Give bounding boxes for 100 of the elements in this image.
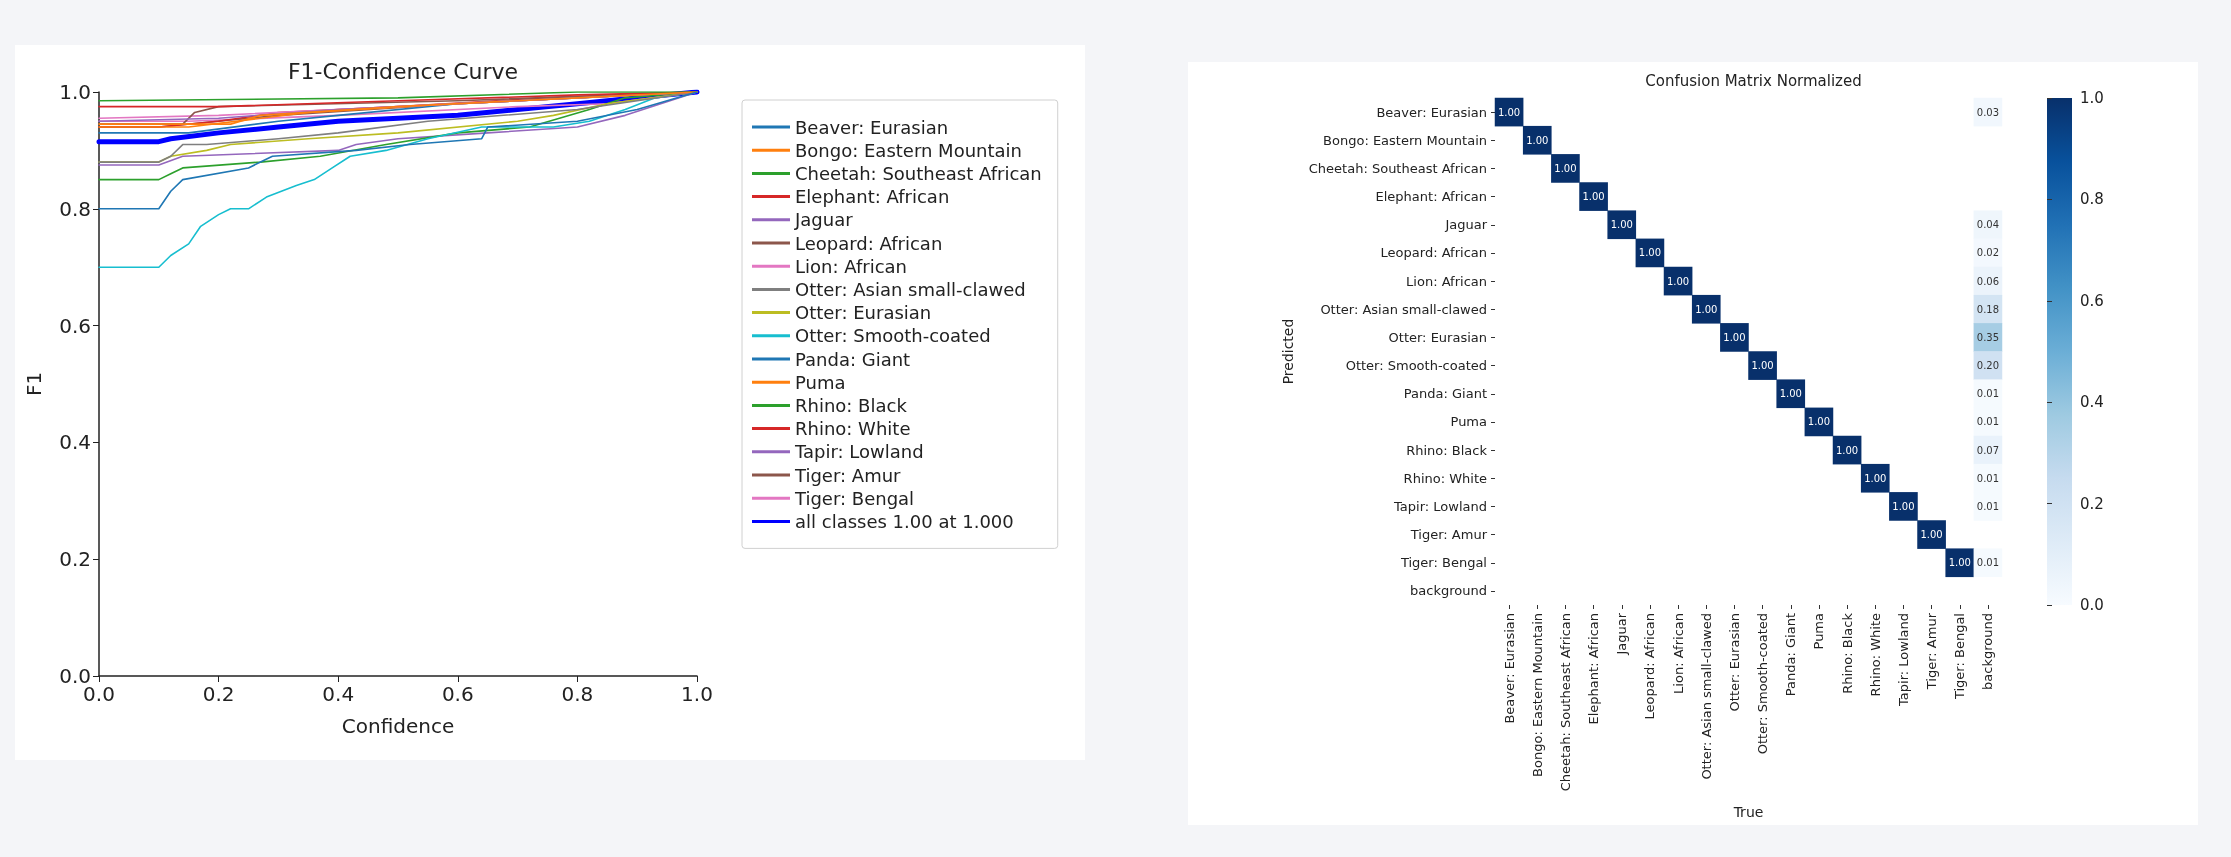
x-tick-label: 0.8 [561,682,594,706]
x-tick-label: Panda: Giant [1783,613,1799,697]
data-label: 1.00 [1807,416,1831,428]
data-label: 1.00 [1779,388,1802,400]
y-tick-label: Tapir: Lowland [1393,498,1487,514]
legend-label: Elephant: African [795,186,950,208]
y-tick-label: Panda: Giant [1403,386,1487,402]
legend-label: Cheetah: Southeast African [795,162,1042,184]
data-label: 1.00 [1864,472,1887,484]
x-tick-label: 0.4 [322,682,355,706]
data-label: 1.00 [1835,444,1859,456]
x-tick-label: Tiger: Bengal [1952,613,1968,701]
y-tick-label: 0.4 [59,430,91,455]
data-label: 0.03 [1976,106,2000,118]
y-axis-title: F1 [22,371,46,397]
x-tick-label: Tapir: Lowland [1895,613,1911,707]
color-bar-label: 0.8 [2080,190,2104,209]
data-label: 0.01 [1976,472,2000,484]
data-label: 0.01 [1976,500,2000,512]
y-tick-label: Tiger: Amur [1409,527,1488,543]
data-label: 1.00 [1582,191,1605,203]
y-tick-label: Bongo: Eastern Mountain [1323,132,1487,148]
x-tick-label: Puma [1811,613,1827,650]
x-axis-title: True [1732,804,1764,820]
data-label: 0.07 [1976,444,2000,456]
data-label: 1.00 [1497,106,1521,118]
data-label: 0.06 [1976,275,2000,287]
y-tick-label: Puma [1450,414,1487,430]
data-label: 0.01 [1976,416,2000,428]
y-tick-label: Beaver: Eurasian [1376,104,1487,120]
legend-label: all classes 1.00 at 1.000 [795,510,1014,532]
data-label: 1.00 [1666,275,1690,287]
y-tick-label: Elephant: African [1375,189,1487,205]
y-tick-label: Tiger: Bengal [1399,555,1487,571]
y-tick-label: 0.8 [59,196,91,221]
y-tick-label: 0.2 [59,547,91,572]
x-tick-label: Otter: Eurasian [1726,613,1742,712]
data-label: 0.02 [1976,247,2000,259]
x-axis-title: Confidence [341,714,455,738]
color-bar-label: 1.0 [2080,89,2104,107]
legend-label: Panda: Giant [795,348,911,370]
data-label: 1.00 [1695,303,1718,315]
legend-label: Leopard: African [795,232,943,254]
chart-title: F1-Confidence Curve [287,58,519,84]
x-tick-label: 1.0 [681,682,713,706]
legend-label: Rhino: Black [795,394,908,416]
legend-label: Lion: African [795,255,907,277]
y-tick-label: background [1410,583,1487,599]
data-label: 0.01 [1976,557,2000,569]
legend-label: Otter: Eurasian [795,302,932,324]
y-tick-label: Otter: Eurasian [1388,329,1487,345]
data-label: 0.01 [1976,388,2000,400]
x-tick-label: Leopard: African [1642,613,1658,720]
data-label: 0.18 [1976,303,2000,315]
y-tick-label: Otter: Asian small-clawed [1320,301,1487,317]
color-bar-label: 0.4 [2080,393,2104,412]
x-tick-label: Rhino: Black [1839,612,1855,694]
data-label: 1.00 [1892,500,1915,512]
legend-label: Tapir: Lowland [794,441,924,463]
legend-label: Otter: Smooth-coated [795,325,991,347]
y-tick-label: Leopard: African [1380,245,1487,261]
x-tick-label: Elephant: African [1586,613,1602,725]
x-tick-label: 0.2 [202,682,235,706]
color-bar-label: 0.2 [2080,494,2104,513]
y-axis-title: Predicted [1280,318,1296,385]
legend-label: Tiger: Amur [794,464,902,486]
legend-label: Jaguar [794,209,854,231]
chart-title: Confusion Matrix Normalized [1645,71,1862,90]
x-tick-label: 0.0 [83,682,115,706]
data-label: 0.35 [1976,331,2000,343]
y-tick-label: Cheetah: Southeast African [1308,160,1487,176]
x-tick-label: Jaguar [1614,612,1630,656]
data-label: 1.00 [1526,134,1549,146]
legend-label: Puma [795,371,846,393]
data-label: 1.00 [1948,557,1971,569]
x-tick-label: Rhino: White [1867,613,1883,697]
y-tick-label: Jaguar [1444,217,1488,233]
data-label: 1.00 [1554,162,1577,174]
color-bar-label: 0.0 [2080,596,2104,614]
x-tick-label: 0.6 [441,682,474,706]
data-label: 1.00 [1638,247,1662,259]
y-tick-label: Rhino: Black [1406,442,1488,458]
legend-label: Beaver: Eurasian [795,116,949,138]
legend-label: Bongo: Eastern Mountain [795,139,1022,161]
x-tick-label: background [1980,613,1996,690]
x-tick-label: Otter: Smooth-coated [1755,613,1771,755]
y-tick-label: Rhino: White [1403,470,1487,486]
x-tick-label: Otter: Asian small-clawed [1698,613,1714,780]
data-label: 1.00 [1723,331,1746,343]
data-label: 0.04 [1976,219,2000,231]
data-label: 1.00 [1610,219,1633,231]
color-bar-label: 0.6 [2080,291,2104,310]
data-label: 1.00 [1920,529,1943,541]
y-tick-label: Otter: Smooth-coated [1345,358,1487,374]
y-tick-label: 1.0 [59,80,91,104]
x-tick-label: Lion: African [1670,613,1686,694]
y-tick-label: 0.6 [59,313,91,338]
legend-label: Tiger: Bengal [794,487,915,509]
legend-label: Otter: Asian small-clawed [795,278,1026,300]
data-label: 1.00 [1751,360,1774,372]
